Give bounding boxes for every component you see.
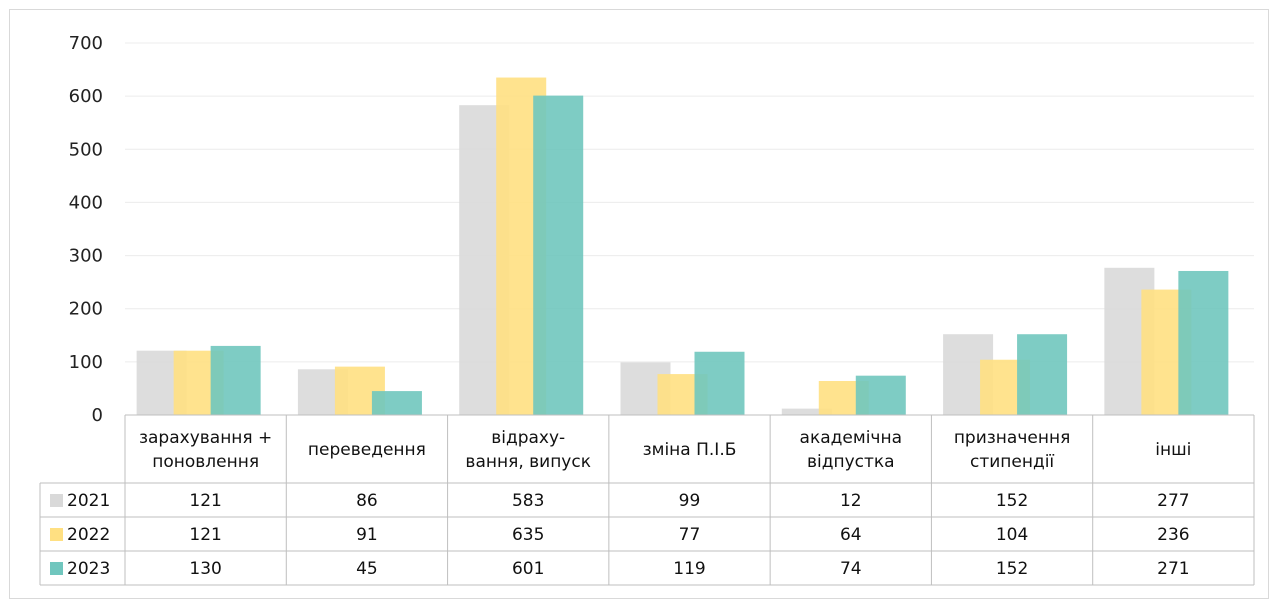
data-label: 121	[189, 525, 221, 545]
data-label: 121	[189, 491, 221, 511]
y-tick-label: 500	[69, 139, 103, 160]
legend-label-2021: 2021	[67, 491, 110, 511]
y-tick-label: 100	[69, 352, 103, 373]
chart-frame	[9, 9, 1269, 599]
category-label: переведення	[308, 440, 426, 460]
data-label: 86	[356, 491, 378, 511]
data-label: 236	[1157, 525, 1189, 545]
data-label: 99	[679, 491, 701, 511]
data-label: 271	[1157, 559, 1189, 579]
bar-2021-4	[781, 408, 832, 415]
category-label: вання, випуск	[465, 452, 591, 472]
legend-key-2021	[50, 494, 63, 507]
bar-2023-1	[371, 391, 422, 415]
data-label: 130	[189, 559, 221, 579]
bar-2023-6	[1178, 270, 1229, 415]
y-tick-label: 0	[92, 405, 103, 426]
legend-key-2023	[50, 562, 63, 575]
data-label: 74	[840, 559, 862, 579]
legend-key-2022	[50, 528, 63, 541]
data-label: 12	[840, 491, 862, 511]
data-label: 77	[679, 525, 701, 545]
bar-2023-3	[694, 351, 745, 415]
data-label: 152	[996, 559, 1028, 579]
data-label: 635	[512, 525, 544, 545]
bar-2023-2	[533, 95, 584, 416]
data-label: 91	[356, 525, 378, 545]
legend-label-2023: 2023	[67, 559, 110, 579]
category-label: зміна П.І.Б	[643, 440, 737, 460]
data-label: 64	[840, 525, 862, 545]
y-tick-label: 700	[69, 33, 103, 54]
category-label: зарахування +	[139, 428, 272, 448]
category-label: стипендії	[970, 452, 1054, 472]
data-label: 152	[996, 491, 1028, 511]
y-tick-label: 300	[69, 246, 103, 267]
data-label: 45	[356, 559, 378, 579]
data-label: 119	[673, 559, 705, 579]
bar-2023-4	[855, 375, 906, 415]
data-label: 583	[512, 491, 544, 511]
data-label: 104	[996, 525, 1028, 545]
legend-label-2022: 2022	[67, 525, 110, 545]
data-label: 601	[512, 559, 544, 579]
y-tick-label: 600	[69, 86, 103, 107]
category-label: відраху-	[491, 428, 565, 448]
y-tick-label: 400	[69, 192, 103, 213]
bar-2023-5	[1017, 334, 1068, 415]
category-label: інші	[1155, 440, 1191, 460]
y-tick-label: 200	[69, 299, 103, 320]
category-label: відпустка	[807, 452, 895, 472]
category-label: академічна	[800, 428, 902, 448]
data-label: 277	[1157, 491, 1189, 511]
category-label: призначення	[954, 428, 1071, 448]
category-label: поновлення	[152, 452, 259, 472]
bar-2023-0	[210, 345, 261, 415]
